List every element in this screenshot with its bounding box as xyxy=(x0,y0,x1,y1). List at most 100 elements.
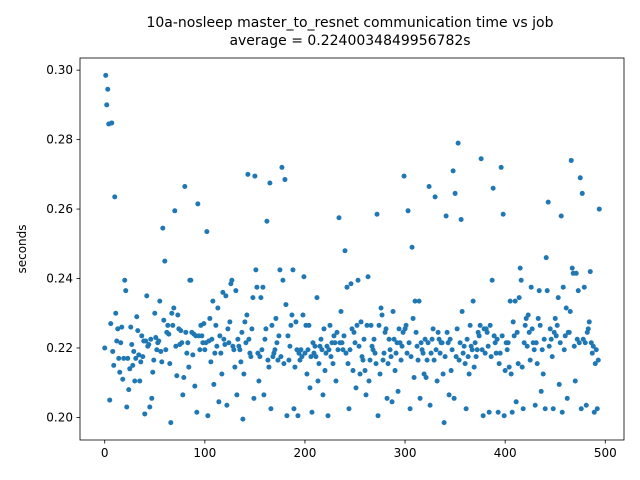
point xyxy=(589,350,595,356)
point xyxy=(327,322,333,328)
point xyxy=(291,406,297,412)
point xyxy=(231,347,237,353)
point xyxy=(226,340,232,346)
point xyxy=(575,288,581,294)
point xyxy=(353,385,359,391)
point xyxy=(554,322,560,328)
point xyxy=(300,312,306,318)
point xyxy=(114,338,120,344)
point xyxy=(371,336,377,342)
point xyxy=(318,336,324,342)
point xyxy=(407,406,413,412)
point xyxy=(485,343,491,349)
point xyxy=(229,277,235,283)
point xyxy=(404,350,410,356)
point xyxy=(185,340,191,346)
point xyxy=(345,361,351,367)
point xyxy=(314,295,320,301)
point xyxy=(405,208,411,214)
point xyxy=(386,336,392,342)
point xyxy=(596,206,602,212)
point xyxy=(280,277,286,283)
point xyxy=(235,336,241,342)
y-tick-label: 0.22 xyxy=(46,341,73,355)
point xyxy=(152,310,158,316)
point xyxy=(531,347,537,353)
point xyxy=(224,402,230,408)
point xyxy=(522,322,528,328)
point xyxy=(112,194,118,200)
point xyxy=(466,371,472,377)
point xyxy=(281,361,287,367)
point xyxy=(277,267,283,273)
point xyxy=(593,347,599,353)
point xyxy=(521,340,527,346)
point xyxy=(441,420,447,426)
point xyxy=(567,309,573,315)
point xyxy=(361,336,367,342)
point xyxy=(205,413,211,419)
point xyxy=(357,371,363,377)
point xyxy=(401,173,407,179)
point xyxy=(426,183,432,189)
point xyxy=(482,350,488,356)
point xyxy=(167,361,173,367)
point xyxy=(238,359,244,365)
point xyxy=(393,350,399,356)
point xyxy=(316,361,322,367)
point xyxy=(390,309,396,315)
point xyxy=(213,322,219,328)
point xyxy=(241,371,247,377)
point xyxy=(430,326,436,332)
point xyxy=(346,406,352,412)
point xyxy=(160,225,166,231)
point xyxy=(157,298,163,304)
point xyxy=(367,357,373,363)
point xyxy=(335,347,341,353)
point xyxy=(333,378,339,384)
point xyxy=(257,354,263,360)
point xyxy=(416,298,422,304)
point xyxy=(199,333,205,339)
point xyxy=(207,315,213,321)
point xyxy=(563,305,569,311)
point xyxy=(439,340,445,346)
point xyxy=(149,395,155,401)
point xyxy=(159,359,165,365)
point xyxy=(118,340,124,346)
point xyxy=(449,347,455,353)
point xyxy=(132,378,138,384)
x-tick-label: 300 xyxy=(394,446,417,460)
point xyxy=(464,336,470,342)
point xyxy=(175,312,181,318)
point xyxy=(587,269,593,275)
point xyxy=(372,350,378,356)
point xyxy=(454,326,460,332)
point xyxy=(165,322,171,328)
point xyxy=(102,345,108,351)
point xyxy=(465,354,471,360)
point xyxy=(541,336,547,342)
point xyxy=(399,343,405,349)
point xyxy=(376,322,382,328)
point xyxy=(292,364,298,370)
x-tick-label: 200 xyxy=(293,446,316,460)
point xyxy=(146,342,152,347)
point xyxy=(535,315,541,321)
point xyxy=(340,347,346,353)
point xyxy=(470,298,476,304)
point xyxy=(472,340,478,346)
point xyxy=(491,333,497,339)
point xyxy=(373,361,379,367)
point xyxy=(518,277,524,283)
point xyxy=(328,354,334,360)
point xyxy=(107,397,113,403)
point xyxy=(429,336,435,342)
point xyxy=(275,357,281,363)
point xyxy=(571,343,577,349)
point xyxy=(537,322,543,328)
point xyxy=(509,409,515,415)
point xyxy=(568,157,574,163)
point xyxy=(398,357,404,363)
